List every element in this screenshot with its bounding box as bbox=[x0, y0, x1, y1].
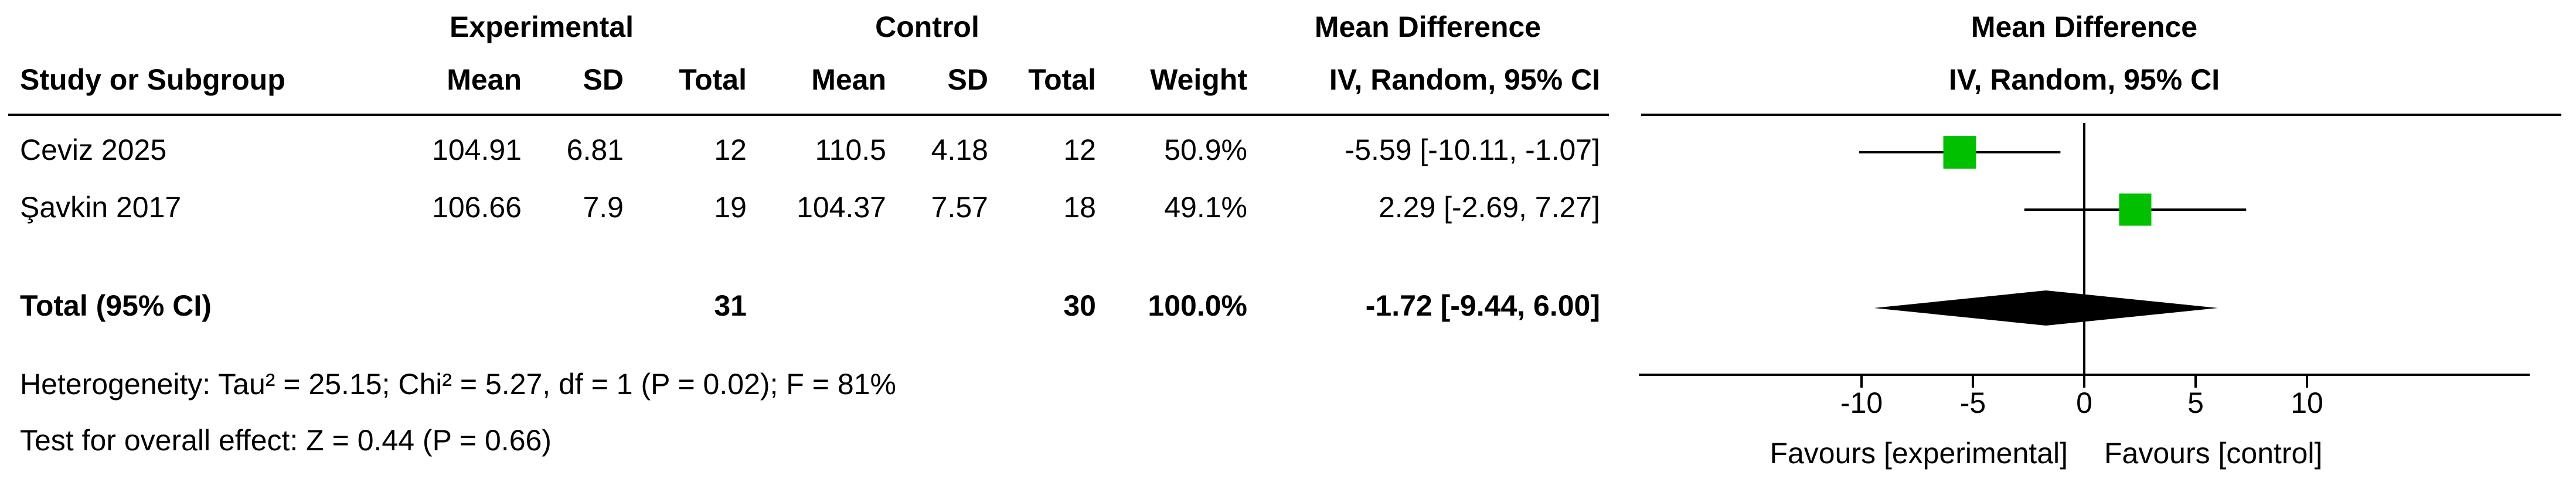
column-header: SD bbox=[583, 63, 624, 96]
cell: -5.59 [-10.11, -1.07] bbox=[1345, 134, 1600, 166]
column-header: Mean bbox=[447, 63, 522, 96]
total-cell: 100.0% bbox=[1148, 289, 1247, 322]
heterogeneity: Heterogeneity: Tau² = 25.15; Chi² = 5.27… bbox=[20, 368, 896, 401]
total-cell: 31 bbox=[714, 289, 747, 322]
x-tick-label: 0 bbox=[2076, 386, 2092, 419]
cell: 104.37 bbox=[797, 191, 886, 224]
column-header: Study or Subgroup bbox=[20, 63, 285, 96]
cell: 2.29 [-2.69, 7.27] bbox=[1379, 191, 1600, 224]
cell: 7.57 bbox=[931, 191, 988, 224]
cell: 110.5 bbox=[815, 134, 886, 166]
column-header: Total bbox=[1028, 63, 1096, 96]
group-header: Mean Difference bbox=[1315, 11, 1541, 43]
column-header: IV, Random, 95% CI bbox=[1329, 63, 1600, 96]
column-header: Mean bbox=[811, 63, 886, 96]
cell: Ceviz 2025 bbox=[20, 134, 166, 166]
cell: Şavkin 2017 bbox=[20, 191, 181, 224]
x-tick-label: 5 bbox=[2187, 386, 2204, 419]
cell: 19 bbox=[714, 191, 747, 224]
summary-diamond bbox=[1874, 290, 2218, 326]
cell: 12 bbox=[1063, 134, 1096, 166]
cell: 106.66 bbox=[432, 191, 522, 224]
group-header: Mean Difference bbox=[1971, 11, 2197, 43]
favours-left: Favours [experimental] bbox=[1769, 437, 2068, 470]
favours-right: Favours [control] bbox=[2104, 437, 2322, 470]
cell: 7.9 bbox=[583, 191, 624, 224]
group-header: Control bbox=[875, 11, 979, 43]
total-cell: Total (95% CI) bbox=[20, 289, 212, 322]
cell: 12 bbox=[714, 134, 747, 166]
cell: 50.9% bbox=[1164, 134, 1247, 166]
cell: 6.81 bbox=[567, 134, 624, 166]
total-cell: -1.72 [-9.44, 6.00] bbox=[1366, 289, 1600, 322]
column-header: Total bbox=[679, 63, 747, 96]
plot-subtitle: IV, Random, 95% CI bbox=[1949, 63, 2220, 96]
overall-effect: Test for overall effect: Z = 0.44 (P = 0… bbox=[20, 424, 552, 457]
x-tick-label: 10 bbox=[2291, 386, 2323, 419]
cell: 49.1% bbox=[1164, 191, 1247, 224]
x-tick-label: -10 bbox=[1840, 386, 1883, 419]
effect-marker bbox=[1943, 135, 1976, 169]
cell: 104.91 bbox=[432, 134, 522, 166]
x-tick-label: -5 bbox=[1960, 386, 1986, 419]
cell: 18 bbox=[1063, 191, 1096, 224]
column-header: Weight bbox=[1150, 63, 1247, 96]
group-header: Experimental bbox=[450, 11, 634, 43]
effect-marker bbox=[2119, 193, 2152, 226]
cell: 4.18 bbox=[931, 134, 988, 166]
column-header: SD bbox=[948, 63, 988, 96]
total-cell: 30 bbox=[1063, 289, 1096, 322]
